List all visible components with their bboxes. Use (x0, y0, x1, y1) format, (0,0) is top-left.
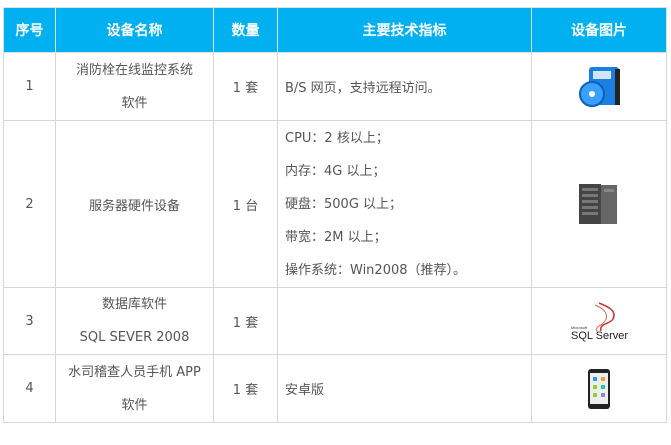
name-line: SQL SEVER 2008 (79, 330, 190, 345)
cell-image (531, 52, 667, 121)
header-no: 序号 (3, 7, 56, 53)
cell-spec (277, 287, 532, 355)
equipment-table: 序号 设备名称 数量 主要技术指标 设备图片 1 消防栓在线监控系统 软件 1 套… (3, 7, 667, 423)
table-row: 2 服务器硬件设备 1 台 CPU：2 核以上； 内存：4G 以上； 硬盘：50… (3, 120, 667, 288)
table-row: 3 数据库软件 SQL SEVER 2008 1 套 Microsoft SQL S… (3, 287, 667, 355)
cell-name: 数据库软件 SQL SEVER 2008 (55, 287, 214, 355)
smartphone-icon (588, 368, 610, 409)
spec-line: 带宽：2M 以上； (285, 229, 387, 245)
name-line: 软件 (121, 95, 148, 111)
spec-line: 内存：4G 以上； (285, 163, 386, 179)
spec-line: 操作系统：Win2008（推荐）。 (285, 262, 467, 278)
name-line: 数据库软件 (101, 297, 167, 312)
cell-qty: 1 套 (213, 52, 278, 121)
table-row: 1 消防栓在线监控系统 软件 1 套 B/S 网页，支持远程访问。 (3, 52, 667, 121)
cell-name: 服务器硬件设备 (55, 120, 214, 288)
name-line: 消防栓在线监控系统 (75, 62, 193, 78)
header-name: 设备名称 (55, 7, 214, 53)
name-line: 软件 (121, 397, 148, 413)
name-line: 水司稽查人员手机 APP (68, 364, 201, 380)
cell-no: 4 (3, 354, 56, 423)
spec-line: 硬盘：500G 以上； (285, 196, 403, 212)
header-spec: 主要技术指标 (277, 7, 532, 53)
cell-no: 1 (3, 52, 56, 121)
server-icon (579, 184, 617, 224)
cell-qty: 1 台 (213, 120, 278, 288)
cell-spec: 安卓版 (277, 354, 532, 423)
cell-spec: B/S 网页，支持远程访问。 (277, 52, 532, 121)
cell-no: 3 (3, 287, 56, 355)
cell-name: 消防栓在线监控系统 软件 (55, 52, 214, 121)
header-qty: 数量 (213, 7, 278, 53)
cell-image: Microsoft SQL Server (531, 287, 667, 355)
cell-qty: 1 套 (213, 354, 278, 423)
cell-spec: CPU：2 核以上； 内存：4G 以上； 硬盘：500G 以上； 带宽：2M 以… (277, 120, 532, 288)
header-row: 序号 设备名称 数量 主要技术指标 设备图片 (3, 7, 667, 53)
cell-image (531, 120, 667, 288)
header-image: 设备图片 (531, 7, 667, 53)
cell-image (531, 354, 667, 423)
cell-no: 2 (3, 120, 56, 288)
cell-qty: 1 套 (213, 287, 278, 355)
svg-text:Microsoft: Microsoft (571, 325, 588, 330)
software-box-icon (579, 66, 620, 107)
svg-text:SQL Server: SQL Server (571, 330, 628, 342)
cell-name: 水司稽查人员手机 APP 软件 (55, 354, 214, 423)
spec-line: CPU：2 核以上； (285, 130, 389, 146)
table-row: 4 水司稽查人员手机 APP 软件 1 套 安卓版 (3, 354, 667, 423)
